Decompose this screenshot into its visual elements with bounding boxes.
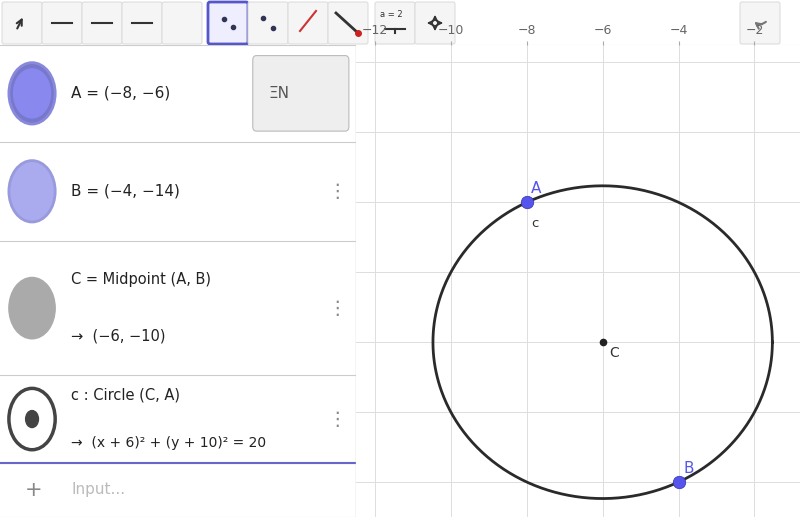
Polygon shape: [172, 11, 192, 31]
Text: Input...: Input...: [71, 482, 126, 497]
Circle shape: [9, 63, 55, 124]
Text: ⋮: ⋮: [327, 299, 347, 317]
FancyBboxPatch shape: [288, 2, 328, 44]
Text: →  (x + 6)² + (y + 10)² = 20: → (x + 6)² + (y + 10)² = 20: [71, 436, 266, 450]
Text: →  (−6, −10): → (−6, −10): [71, 329, 166, 344]
Text: B = (−4, −14): B = (−4, −14): [71, 184, 180, 199]
FancyBboxPatch shape: [208, 2, 248, 44]
FancyBboxPatch shape: [122, 2, 162, 44]
Text: ΞN: ΞN: [267, 86, 288, 101]
FancyBboxPatch shape: [415, 2, 455, 44]
FancyBboxPatch shape: [248, 2, 288, 44]
FancyBboxPatch shape: [2, 2, 42, 44]
Circle shape: [9, 278, 55, 339]
FancyBboxPatch shape: [82, 2, 122, 44]
Circle shape: [14, 69, 50, 118]
FancyBboxPatch shape: [162, 2, 202, 44]
Text: C = Midpoint (A, B): C = Midpoint (A, B): [71, 272, 211, 287]
Text: A: A: [531, 181, 542, 196]
FancyBboxPatch shape: [42, 2, 82, 44]
Text: ⋮: ⋮: [327, 182, 347, 201]
Circle shape: [14, 167, 50, 216]
FancyBboxPatch shape: [375, 2, 415, 44]
Circle shape: [26, 410, 38, 428]
FancyBboxPatch shape: [253, 56, 349, 131]
Text: A = (−8, −6): A = (−8, −6): [71, 86, 170, 101]
Text: ⋮: ⋮: [327, 409, 347, 429]
Text: B: B: [683, 461, 694, 476]
Circle shape: [9, 161, 55, 222]
Text: c: c: [531, 217, 538, 230]
Text: c : Circle (C, A): c : Circle (C, A): [71, 388, 180, 403]
Text: +: +: [25, 480, 42, 500]
Text: a = 2: a = 2: [380, 10, 402, 19]
Text: C: C: [610, 346, 619, 360]
Text: ΞN: ΞN: [269, 86, 290, 101]
FancyBboxPatch shape: [328, 2, 368, 44]
FancyBboxPatch shape: [740, 2, 780, 44]
